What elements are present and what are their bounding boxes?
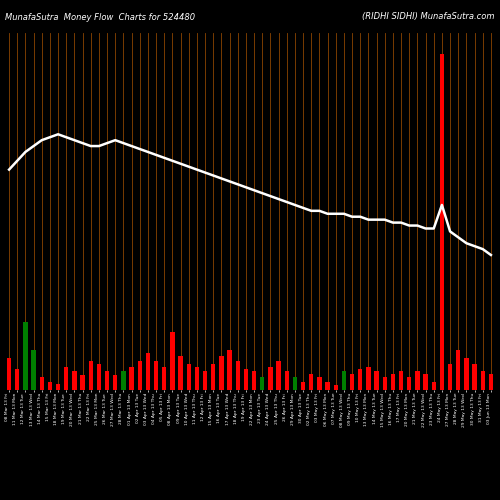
Bar bbox=[276, 360, 281, 390]
Bar bbox=[284, 371, 289, 390]
Text: (RIDHI SIDHI) MunafaSutra.com: (RIDHI SIDHI) MunafaSutra.com bbox=[362, 12, 495, 22]
Bar bbox=[96, 364, 101, 390]
Bar bbox=[178, 356, 183, 390]
Bar bbox=[390, 374, 395, 390]
Bar bbox=[415, 371, 420, 390]
Bar bbox=[105, 371, 110, 390]
Bar bbox=[228, 350, 232, 390]
Bar bbox=[374, 371, 379, 390]
Text: MunafaSutra  Money Flow  Charts for 524480: MunafaSutra Money Flow Charts for 524480 bbox=[5, 12, 195, 22]
Bar bbox=[15, 369, 20, 390]
Bar bbox=[80, 376, 85, 390]
Bar bbox=[219, 356, 224, 390]
Bar bbox=[432, 382, 436, 390]
Bar bbox=[113, 376, 117, 390]
Bar bbox=[88, 360, 93, 390]
Bar bbox=[252, 371, 256, 390]
Bar bbox=[301, 382, 306, 390]
Bar bbox=[342, 371, 346, 390]
Bar bbox=[64, 367, 68, 390]
Bar bbox=[472, 364, 477, 390]
Bar bbox=[440, 54, 444, 390]
Bar bbox=[456, 350, 460, 390]
Bar bbox=[424, 374, 428, 390]
Bar bbox=[236, 360, 240, 390]
Bar bbox=[292, 378, 297, 390]
Bar bbox=[72, 371, 76, 390]
Bar bbox=[162, 367, 166, 390]
Bar bbox=[464, 358, 468, 390]
Bar bbox=[48, 382, 52, 390]
Bar bbox=[350, 374, 354, 390]
Bar bbox=[366, 367, 370, 390]
Bar bbox=[382, 378, 387, 390]
Bar bbox=[260, 378, 264, 390]
Bar bbox=[40, 378, 44, 390]
Bar bbox=[138, 360, 142, 390]
Bar bbox=[23, 322, 28, 390]
Bar bbox=[121, 371, 126, 390]
Bar bbox=[480, 371, 485, 390]
Bar bbox=[186, 364, 191, 390]
Bar bbox=[146, 353, 150, 390]
Bar bbox=[32, 350, 36, 390]
Bar bbox=[194, 367, 199, 390]
Bar bbox=[309, 374, 314, 390]
Bar bbox=[56, 384, 60, 390]
Bar bbox=[244, 369, 248, 390]
Bar bbox=[170, 332, 174, 390]
Bar bbox=[130, 367, 134, 390]
Bar bbox=[358, 369, 362, 390]
Bar bbox=[334, 384, 338, 390]
Bar bbox=[488, 374, 493, 390]
Bar bbox=[154, 360, 158, 390]
Bar bbox=[399, 371, 404, 390]
Bar bbox=[448, 364, 452, 390]
Bar bbox=[407, 378, 412, 390]
Bar bbox=[7, 358, 12, 390]
Bar bbox=[326, 382, 330, 390]
Bar bbox=[211, 364, 216, 390]
Bar bbox=[203, 371, 207, 390]
Bar bbox=[317, 378, 322, 390]
Bar bbox=[268, 367, 272, 390]
